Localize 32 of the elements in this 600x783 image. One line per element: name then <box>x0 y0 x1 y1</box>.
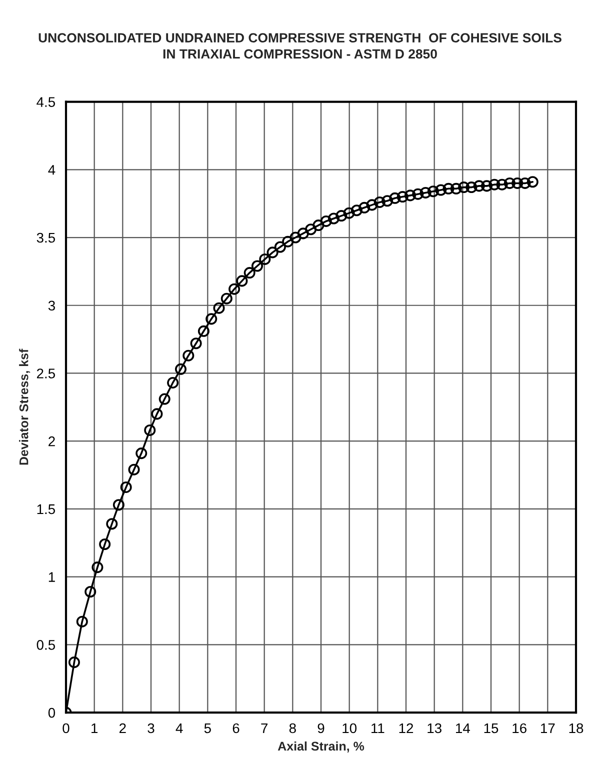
y-tick-label: 3 <box>48 300 55 311</box>
x-tick-label: 13 <box>428 723 442 734</box>
y-tick-label: 1 <box>48 572 55 582</box>
y-tick-label: 3.5 <box>36 232 56 243</box>
x-tick-label: 12 <box>399 723 414 734</box>
x-tick-label: 3 <box>148 723 154 734</box>
y-tick-label: 1.5 <box>37 504 56 514</box>
x-tick-label: 9 <box>318 723 324 734</box>
x-tick-label: 17 <box>541 723 555 734</box>
y-tick-label: 2.5 <box>36 368 56 378</box>
x-tick-label: 14 <box>456 723 470 734</box>
y-tick-label: 0 <box>48 708 56 718</box>
x-tick-label: 8 <box>289 723 296 734</box>
chart-title: UNCONSOLIDATED UNDRAINED COMPRESSIVE STRENGTH OF COHESIVE SOILS IN TRIAXIAL COMPRESSION - ASTM D 2850 <box>38 33 562 59</box>
x-tick-label: 18 <box>569 723 584 734</box>
x-tick-label: 1 <box>92 723 98 734</box>
y-tick-label: 0.5 <box>36 640 56 650</box>
y-tick-label: 4.5 <box>36 97 56 107</box>
x-tick-label: 10 <box>342 723 357 734</box>
x-tick-label: 5 <box>204 723 211 734</box>
y-axis-title: Deviator Stress, ksf <box>19 348 30 465</box>
x-tick-label: 15 <box>484 723 498 734</box>
x-axis-title: Axial Strain, % <box>278 741 364 752</box>
y-tick-label: 2 <box>48 436 55 446</box>
x-tick-label: 4 <box>176 723 183 734</box>
y-tick-label: 4 <box>48 165 56 175</box>
x-tick-label: 6 <box>232 723 240 734</box>
x-tick-label: 0 <box>62 723 70 734</box>
x-tick-label: 11 <box>372 723 384 734</box>
x-tick-label: 16 <box>512 723 526 734</box>
x-tick-label: 7 <box>261 723 268 734</box>
x-tick-label: 2 <box>120 723 126 734</box>
